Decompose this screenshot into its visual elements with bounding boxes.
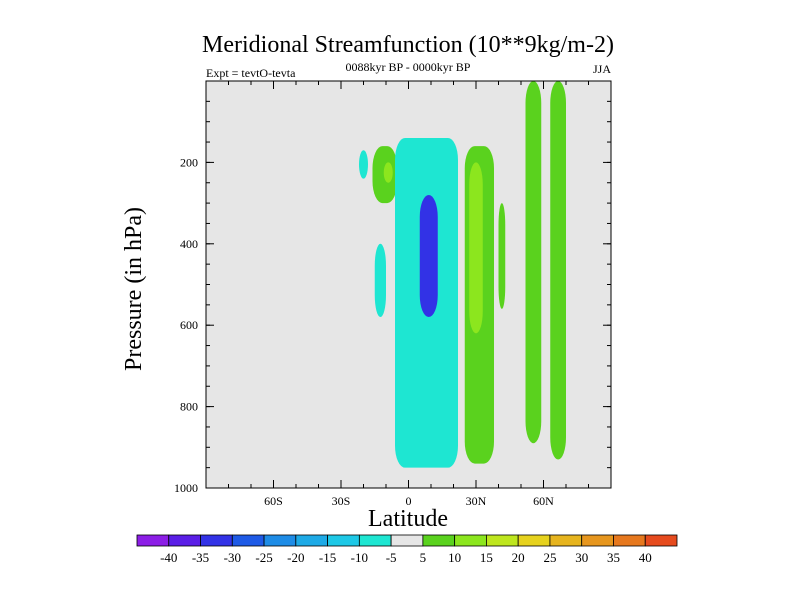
colorbar-label: -5 [386,550,397,565]
colorbar-label: -40 [160,550,177,565]
colorbar-swatch [422,534,456,547]
contour-layer [359,81,566,468]
x-tick-label: 30N [466,494,487,508]
colorbar-swatch [644,534,678,547]
contour-region-0 [359,150,368,179]
colorbar-label: 5 [420,550,427,565]
contour-region-3 [374,243,386,318]
colorbar: -40 -35 -30 -25 -20 -15 -10 -5 5 10 15 20 25 30 35 40 [136,534,678,565]
colorbar-label: -35 [192,550,209,565]
colorbar-swatch [136,534,170,547]
colorbar-label: 25 [543,550,556,565]
colorbar-swatch [231,534,265,547]
colorbar-label: 15 [480,550,493,565]
colorbar-swatch [517,534,551,547]
colorbar-swatch [263,534,297,547]
colorbar-swatch [613,534,646,547]
colorbar-swatch [200,534,233,547]
contour-region-2 [383,162,393,183]
y-tick-label: 200 [180,155,198,169]
colorbar-label: -30 [224,550,241,565]
contour-region-5 [419,194,438,318]
colorbar-label: -15 [319,550,336,565]
y-tick-label: 1000 [174,481,198,495]
colorbar-swatch [454,534,487,547]
x-tick-label: 0 [406,494,412,508]
colorbar-label: 35 [607,550,620,565]
y-axis-label: Pressure (in hPa) [121,207,147,371]
axis-ticks: 60S 30S 0 30N 60N 200 400 600 800 1000 [174,81,612,508]
x-axis-label: Latitude [368,506,448,532]
colorbar-label: -25 [255,550,272,565]
contour-region-10 [550,81,566,460]
colorbar-label: 30 [575,550,588,565]
colorbar-swatch [581,534,614,547]
colorbar-swatch [295,534,328,547]
colorbar-label: -10 [351,550,368,565]
contour-region-9 [525,81,542,444]
colorbar-label: 40 [639,550,652,565]
x-tick-label: 60S [264,494,283,508]
season-label: JJA [593,62,611,76]
x-tick-label: 30S [332,494,351,508]
colorbar-swatch [549,534,583,547]
contour-region-8 [498,203,506,309]
y-tick-label: 400 [180,237,198,251]
chart-subtitle: 0088kyr BP - 0000kyr BP [346,60,471,74]
contour-region-7 [469,162,483,334]
colorbar-swatch [486,534,519,547]
colorbar-swatch [168,534,201,547]
colorbar-swatch [390,534,424,547]
colorbar-label: 20 [512,550,525,565]
experiment-label: Expt = tevtO-tevta [206,66,296,80]
chart-title: Meridional Streamfunction (10**9kg/m-2) [202,32,614,58]
colorbar-swatch [327,534,360,547]
y-tick-label: 800 [180,400,198,414]
colorbar-label: 10 [448,550,461,565]
y-tick-label: 600 [180,318,198,332]
colorbar-label: -20 [287,550,304,565]
colorbar-swatch [358,534,392,547]
x-tick-label: 60N [533,494,554,508]
